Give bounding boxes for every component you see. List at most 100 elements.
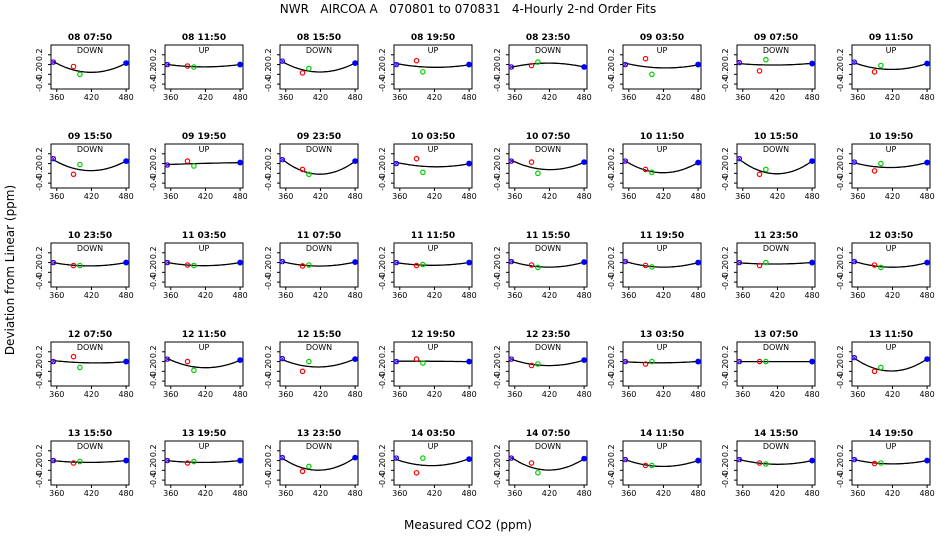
y-tick-label: 0 <box>836 260 845 265</box>
y-tick-label: 0 <box>721 260 730 265</box>
point-red <box>299 263 306 269</box>
point-start <box>851 258 858 265</box>
point-red <box>184 158 191 164</box>
y-tick-label: -0.4 <box>493 373 502 389</box>
panel-frame <box>851 440 931 486</box>
x-tick-label: 480 <box>690 390 705 399</box>
x-tick-label: 420 <box>427 489 442 498</box>
panel-title: 09 03:50 <box>640 33 684 43</box>
point-start <box>508 64 515 70</box>
y-tick-label: -0.2 <box>493 265 502 281</box>
panel-direction-label: DOWN <box>763 46 789 55</box>
y-tick-label: 0 <box>264 161 273 166</box>
point-start <box>508 258 515 265</box>
panel-frame <box>851 44 931 90</box>
point-start <box>393 61 400 68</box>
y-tick-label: 0 <box>836 161 845 166</box>
panel: 13 07:50 DOWN 360 420 480 -0.4-0.200.2 <box>721 330 820 399</box>
point-end <box>237 457 244 464</box>
fit-curve <box>167 162 241 166</box>
y-tick-label: -0.4 <box>35 373 44 389</box>
panel-direction-label: DOWN <box>535 145 561 154</box>
fit-curve <box>282 358 356 368</box>
y-tick-label: -0.2 <box>607 463 616 479</box>
fit-curve <box>854 62 928 71</box>
fit-curve <box>52 60 127 73</box>
y-tick-label: -0.4 <box>264 175 273 191</box>
panel-title: 09 11:50 <box>869 33 913 43</box>
point-green <box>306 65 312 72</box>
x-tick-label: 360 <box>278 390 293 399</box>
point-green <box>649 358 655 365</box>
y-tick-label: 0.2 <box>721 246 730 259</box>
x-tick-label: 420 <box>542 291 557 300</box>
y-tick-label: 0 <box>35 62 44 67</box>
point-red <box>871 168 878 174</box>
y-tick-label: -0.2 <box>149 67 158 83</box>
point-green <box>191 262 197 269</box>
point-green <box>878 460 884 466</box>
x-tick-label: 420 <box>427 291 442 300</box>
point-start <box>622 61 629 68</box>
panel: 13 19:50 UP 360 420 480 -0.4-0.200.2 <box>149 429 248 498</box>
panel-direction-label: UP <box>428 244 439 253</box>
point-end <box>466 358 473 365</box>
point-start <box>279 156 286 163</box>
y-tick-label: 0.2 <box>836 48 845 61</box>
y-tick-label: -0.4 <box>607 175 616 191</box>
y-tick-label: 0.2 <box>493 147 502 160</box>
point-red <box>756 460 763 466</box>
point-red <box>70 353 77 360</box>
x-tick-label: 420 <box>656 390 671 399</box>
y-tick-label: 0 <box>378 161 387 166</box>
point-red <box>871 368 878 375</box>
point-green <box>420 69 426 75</box>
panel-frame <box>508 440 588 486</box>
y-tick-label: 0.2 <box>378 345 387 358</box>
y-tick-label: -0.2 <box>493 166 502 182</box>
panel: 09 03:50 UP 360 420 480 -0.4-0.200.2 <box>607 33 706 102</box>
panel-title: 14 07:50 <box>526 429 570 439</box>
panel-direction-label: DOWN <box>306 145 332 154</box>
x-tick-label: 420 <box>656 291 671 300</box>
y-tick-label: 0 <box>836 62 845 67</box>
panel-direction-label: DOWN <box>535 442 561 451</box>
point-end <box>237 61 244 68</box>
x-tick-label: 480 <box>461 192 476 201</box>
panel-title: 10 07:50 <box>526 132 570 142</box>
panel-frame <box>622 242 702 288</box>
x-tick-label: 480 <box>576 291 591 300</box>
x-tick-label: 480 <box>118 390 133 399</box>
panel-direction-label: UP <box>199 244 210 253</box>
y-tick-label: -0.2 <box>607 364 616 380</box>
point-start <box>50 259 57 266</box>
y-tick-label: 0.2 <box>378 48 387 61</box>
panel-frame <box>279 143 359 189</box>
x-tick-label: 360 <box>507 291 522 300</box>
point-green <box>77 161 83 168</box>
y-tick-label: 0 <box>607 62 616 67</box>
y-tick-label: 0 <box>493 62 502 67</box>
point-end <box>695 259 702 266</box>
x-tick-label: 420 <box>198 390 213 399</box>
y-tick-label: -0.2 <box>149 166 158 182</box>
panel: 10 15:50 DOWN 360 420 480 -0.4-0.200.2 <box>721 132 820 201</box>
point-red <box>413 469 420 476</box>
panel-direction-label: UP <box>199 442 210 451</box>
point-start <box>279 58 286 64</box>
y-tick-label: 0 <box>264 359 273 364</box>
point-green <box>763 259 769 266</box>
y-tick-label: 0.2 <box>493 246 502 259</box>
y-tick-label: 0.2 <box>35 48 44 61</box>
y-tick-label: -0.4 <box>836 76 845 92</box>
panel-direction-label: DOWN <box>306 343 332 352</box>
point-start <box>851 159 858 165</box>
y-tick-label: -0.4 <box>607 373 616 389</box>
y-tick-label: 0 <box>721 161 730 166</box>
y-tick-label: -0.4 <box>149 472 158 488</box>
y-tick-label: -0.4 <box>378 472 387 488</box>
y-tick-label: 0 <box>721 359 730 364</box>
x-tick-label: 480 <box>347 192 362 201</box>
y-tick-label: 0.2 <box>264 246 273 259</box>
fit-curve <box>52 159 127 172</box>
